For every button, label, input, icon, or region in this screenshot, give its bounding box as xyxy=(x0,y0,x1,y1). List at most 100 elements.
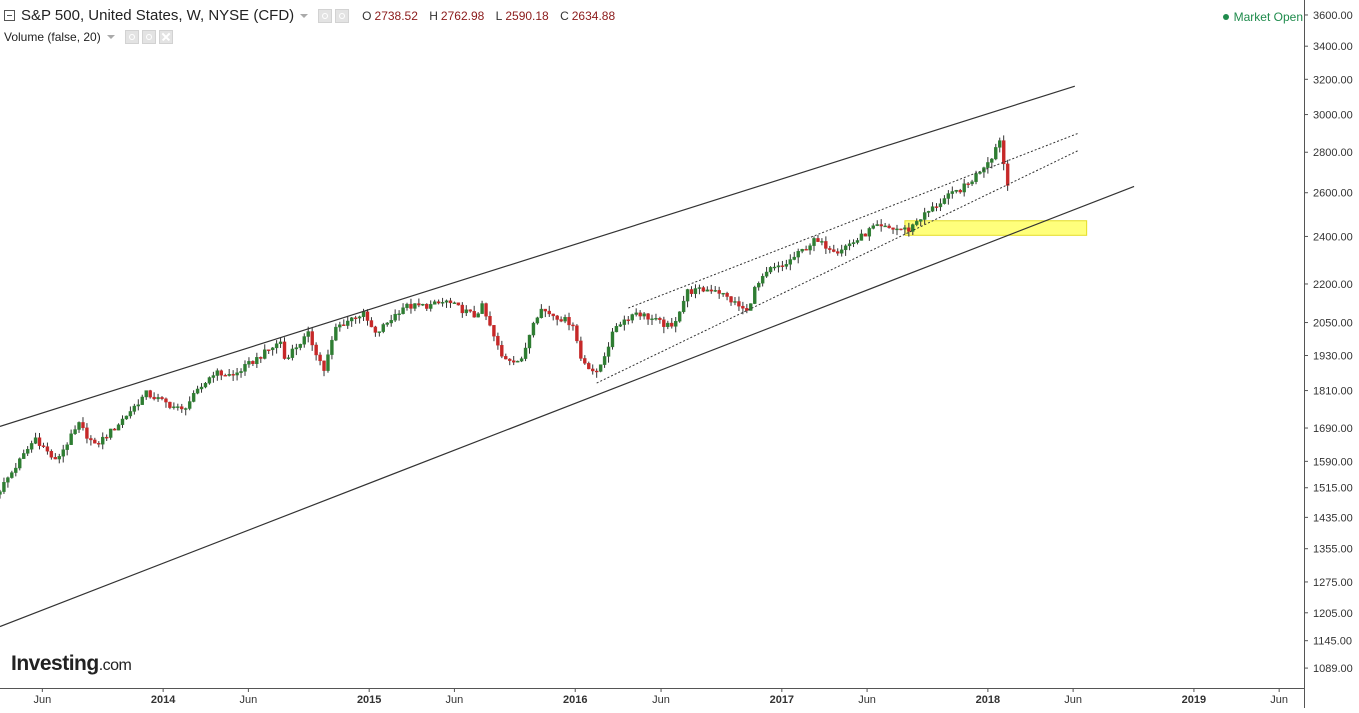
settings-icon[interactable] xyxy=(124,30,139,44)
candle-up xyxy=(962,183,966,193)
symbol-title[interactable]: S&P 500, United States, W, NYSE (CFD) xyxy=(21,7,295,24)
candle-up xyxy=(207,377,212,384)
candle-up xyxy=(385,322,389,325)
candle-up xyxy=(29,443,34,450)
candle-down xyxy=(717,290,721,294)
candle-down xyxy=(594,370,599,373)
candle-down xyxy=(259,357,263,359)
candle-down xyxy=(353,317,358,319)
candle-up xyxy=(377,331,382,333)
candle-up xyxy=(515,360,520,363)
candle-up xyxy=(235,372,239,376)
candle-up xyxy=(401,307,405,315)
candle-up xyxy=(523,347,528,359)
candle-up xyxy=(124,415,129,420)
candle-up xyxy=(847,243,852,247)
close-label: C xyxy=(560,8,569,23)
candle-up xyxy=(749,303,753,311)
candle-down xyxy=(587,363,591,370)
candle-up xyxy=(654,318,658,320)
trendlines xyxy=(0,85,1135,628)
candle-down xyxy=(879,224,883,227)
candle-up xyxy=(6,477,10,483)
candle-down xyxy=(322,360,326,371)
candle-up xyxy=(14,467,18,473)
candle-down xyxy=(832,249,836,252)
candle-down xyxy=(508,358,512,361)
candle-down xyxy=(468,309,472,312)
y-tick-label: 3200.00 xyxy=(1313,74,1353,86)
candle-down xyxy=(148,390,152,398)
candle-down xyxy=(448,300,453,304)
candle-down xyxy=(460,304,465,314)
candle-down xyxy=(223,375,227,377)
candle-down xyxy=(318,354,322,362)
candle-up xyxy=(895,228,899,231)
candle-down xyxy=(836,251,840,254)
candle-down xyxy=(342,324,346,326)
candle-up xyxy=(820,241,824,243)
gear-icon[interactable] xyxy=(335,8,350,23)
candle-up xyxy=(243,364,247,372)
candle-up xyxy=(10,472,14,478)
candle-down xyxy=(85,427,89,439)
settings-icon[interactable] xyxy=(318,8,333,23)
candle-down xyxy=(97,443,101,445)
candle-up xyxy=(444,300,449,303)
candle-up xyxy=(381,324,385,332)
candle-down xyxy=(670,322,674,327)
channel-trendline xyxy=(0,185,1135,628)
candle-down xyxy=(511,360,516,363)
candle-up xyxy=(792,256,796,260)
candle-up xyxy=(176,406,180,408)
candle-up xyxy=(357,316,362,319)
dotted-trendline xyxy=(596,149,1079,384)
candle-up xyxy=(405,303,409,308)
y-tick-label: 2600.00 xyxy=(1313,188,1353,200)
candle-up xyxy=(681,300,686,313)
candle-up xyxy=(199,386,204,390)
candle-up xyxy=(136,404,141,407)
candle-up xyxy=(859,233,864,241)
candle-up xyxy=(764,271,769,277)
support-zone-layer xyxy=(904,220,1088,236)
candle-up xyxy=(0,491,2,495)
candle-down xyxy=(310,331,314,346)
candle-up xyxy=(421,303,425,306)
candle-up xyxy=(203,382,208,388)
candle-up xyxy=(65,444,69,450)
candle-down xyxy=(824,241,828,249)
candle-up xyxy=(950,191,955,194)
candle-down xyxy=(1001,140,1006,165)
candle-down xyxy=(152,396,156,400)
candle-down xyxy=(729,296,733,303)
candle-up xyxy=(812,238,816,246)
candle-down xyxy=(409,303,413,309)
support-zone xyxy=(904,220,1088,236)
candle-down xyxy=(496,335,500,346)
candle-down xyxy=(160,397,164,400)
candle-up xyxy=(476,313,480,318)
candle-down xyxy=(369,320,374,328)
volume-indicator-label[interactable]: Volume (false, 20) xyxy=(4,30,101,44)
close-icon[interactable] xyxy=(158,30,173,44)
candle-up xyxy=(452,302,457,304)
y-tick-label: 3400.00 xyxy=(1313,41,1353,53)
chevron-down-icon[interactable] xyxy=(300,13,309,18)
dotted-trendline xyxy=(628,132,1079,309)
candle-down xyxy=(863,233,868,237)
candle-up xyxy=(883,225,887,228)
collapse-legend-icon[interactable] xyxy=(4,10,15,21)
gear-icon[interactable] xyxy=(141,30,156,44)
candle-down xyxy=(559,319,563,322)
y-tick-label: 2400.00 xyxy=(1313,231,1353,243)
chevron-down-icon[interactable] xyxy=(106,35,115,39)
candle-down xyxy=(551,313,555,317)
market-status-label: Market Open xyxy=(1233,10,1303,24)
x-tick-label: 2019 xyxy=(1182,694,1206,706)
candle-up xyxy=(630,314,634,321)
candle-up xyxy=(195,388,200,394)
